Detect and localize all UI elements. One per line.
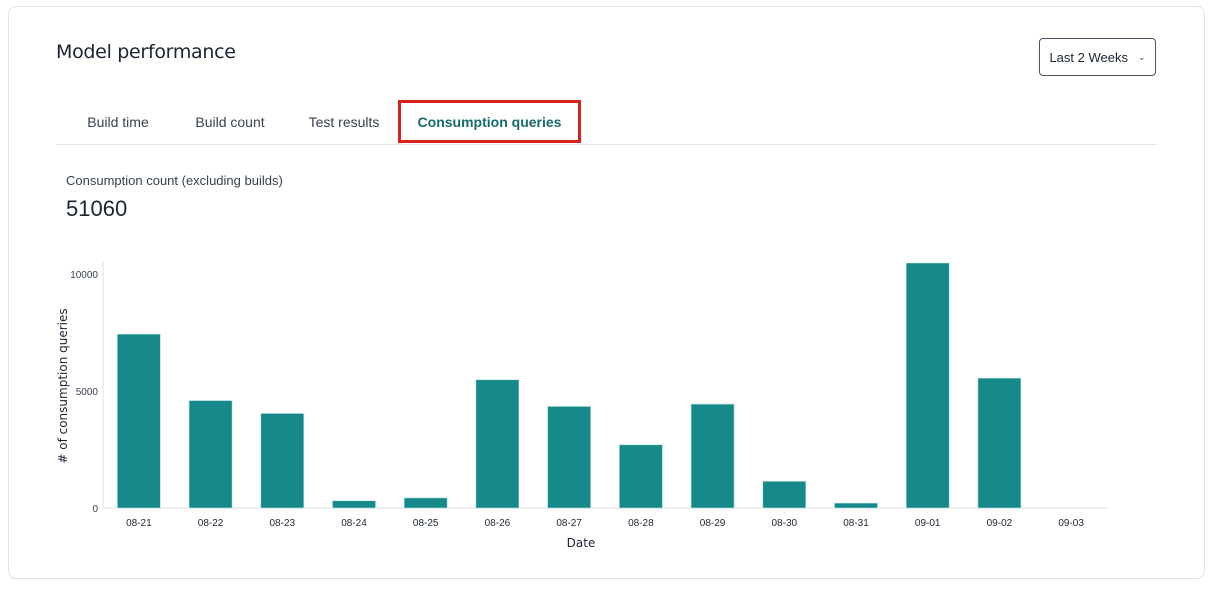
tab-consumption-queries[interactable]: Consumption queries bbox=[398, 100, 581, 143]
bar-08-31 bbox=[834, 502, 878, 509]
bar-08-28 bbox=[619, 444, 663, 509]
y-tick-label: 5000 bbox=[76, 387, 99, 398]
tab-build-count[interactable]: Build count bbox=[195, 113, 265, 130]
x-tick-label: 08-29 bbox=[700, 518, 726, 529]
model-performance-card bbox=[8, 6, 1205, 579]
y-axis-label: # of consumption queries bbox=[56, 308, 70, 463]
date-range-value: Last 2 Weeks bbox=[1049, 49, 1128, 65]
bar-08-24 bbox=[332, 500, 376, 509]
date-range-select[interactable]: Last 2 Weeks ⌄ bbox=[1039, 38, 1156, 76]
x-tick-label: 08-26 bbox=[485, 518, 511, 529]
bar-08-23 bbox=[260, 413, 305, 509]
x-tick-label: 09-02 bbox=[987, 518, 1013, 529]
x-tick-label: 08-28 bbox=[628, 518, 654, 529]
summary-value: 51060 bbox=[66, 196, 128, 221]
x-tick-label: 09-01 bbox=[915, 518, 941, 529]
chevron-down-icon: ⌄ bbox=[1137, 51, 1146, 62]
tab-build-time[interactable]: Build time bbox=[87, 113, 149, 130]
bar-08-22 bbox=[188, 400, 233, 509]
x-tick-label: 09-03 bbox=[1058, 518, 1084, 529]
x-tick-label: 08-23 bbox=[269, 518, 295, 529]
bar-08-27 bbox=[547, 406, 591, 509]
x-tick-label: 08-24 bbox=[341, 518, 367, 529]
x-tick-label: 08-22 bbox=[198, 518, 224, 529]
bar-08-25 bbox=[403, 497, 448, 509]
summary-label: Consumption count (excluding builds) bbox=[66, 173, 283, 188]
x-tick-label: 08-30 bbox=[771, 518, 797, 529]
x-axis-label: Date bbox=[567, 536, 596, 550]
bar-09-01 bbox=[905, 262, 950, 509]
bar-09-02 bbox=[977, 377, 1022, 509]
bar-08-30 bbox=[762, 481, 807, 509]
x-tick-label: 08-21 bbox=[126, 518, 152, 529]
y-tick-label: 10000 bbox=[70, 270, 98, 281]
page-title: Model performance bbox=[56, 41, 236, 63]
x-tick-label: 08-27 bbox=[556, 518, 582, 529]
y-tick-label: 0 bbox=[92, 504, 98, 515]
tab-bar: Build time Build count Test results Cons… bbox=[56, 100, 1157, 145]
bar-08-26 bbox=[475, 379, 520, 509]
x-tick-label: 08-25 bbox=[413, 518, 439, 529]
bar-08-21 bbox=[117, 333, 161, 509]
tab-test-results[interactable]: Test results bbox=[308, 113, 380, 130]
bar-08-29 bbox=[690, 403, 735, 509]
x-tick-label: 08-31 bbox=[843, 518, 869, 529]
